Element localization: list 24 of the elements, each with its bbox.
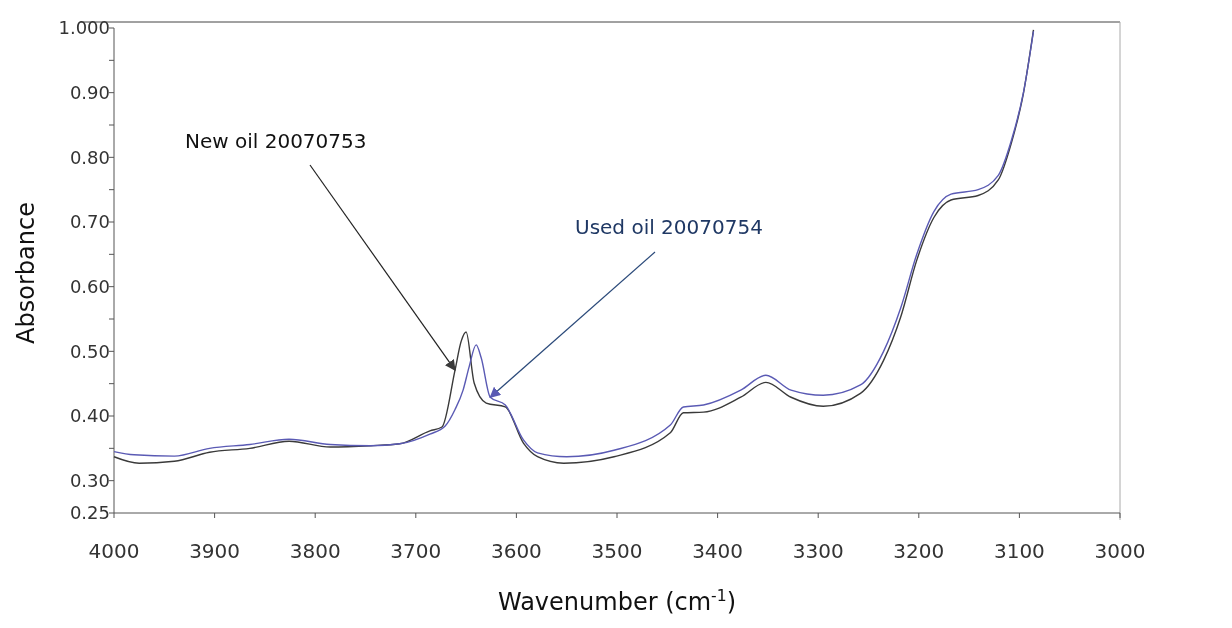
x-tick-label: 3400: [692, 539, 744, 563]
x-tick-label: 3700: [390, 539, 442, 563]
y-tick-label: 0.90: [69, 81, 110, 103]
x-tick-label: 3900: [189, 539, 241, 563]
x-tick-label: 3600: [490, 539, 542, 563]
y-tick-label: 0.70: [69, 211, 110, 233]
y-tick-label: 0.40: [69, 405, 110, 427]
y-tick-label: 1.000: [58, 17, 110, 39]
annotation: New oil 20070753: [185, 129, 367, 153]
annotation: Used oil 20070754: [575, 215, 763, 239]
x-tick-label: 4000: [88, 539, 140, 563]
x-tick-label: 3100: [993, 539, 1045, 563]
x-tick-label: 3200: [893, 539, 945, 563]
y-tick-label: 0.30: [69, 469, 110, 491]
y-tick-label: 0.50: [69, 340, 110, 362]
x-tick-label: 3300: [792, 539, 844, 563]
y-axis-title: Absorbance: [12, 202, 40, 344]
y-tick-label: 0.60: [69, 275, 110, 297]
x-tick-label: 3800: [289, 539, 341, 563]
y-tick-label: 0.25: [69, 502, 110, 524]
x-axis-title: Wavenumber (cm$^{-1}$): [497, 587, 737, 616]
x-tick-label: 3500: [591, 539, 643, 563]
x-tick-label: 3000: [1094, 539, 1146, 563]
y-tick-label: 0.80: [69, 146, 110, 168]
